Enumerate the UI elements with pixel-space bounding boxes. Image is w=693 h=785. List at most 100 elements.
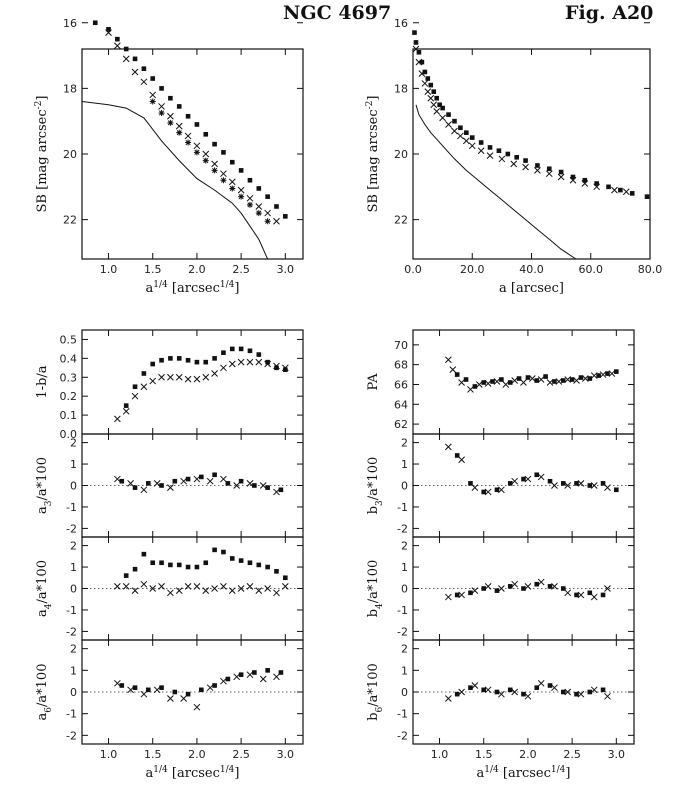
data-point-cross bbox=[484, 488, 492, 496]
data-point-cross bbox=[593, 183, 601, 191]
data-point-cross bbox=[599, 371, 607, 378]
x-tick-label: 20.0 bbox=[460, 263, 485, 276]
data-point-square bbox=[168, 562, 173, 568]
data-point-square bbox=[496, 148, 502, 154]
data-point-cross bbox=[131, 68, 139, 76]
data-point-cross bbox=[445, 356, 452, 364]
data-point-square bbox=[507, 481, 513, 486]
data-point-cross bbox=[524, 475, 532, 483]
data-point-square bbox=[468, 685, 473, 690]
data-point-cross bbox=[577, 480, 585, 487]
data-point-cross bbox=[427, 94, 435, 102]
y-tick-label: 16 bbox=[63, 17, 77, 30]
data-point-cross bbox=[140, 383, 148, 391]
data-point-cross bbox=[127, 480, 134, 487]
data-point-cross bbox=[564, 688, 572, 696]
data-point-square bbox=[212, 547, 217, 553]
data-point-square bbox=[578, 375, 584, 380]
y-tick-label: 70 bbox=[394, 339, 408, 352]
panel-frame bbox=[81, 48, 304, 260]
y-tick-label: 0 bbox=[70, 583, 77, 596]
data-point-square bbox=[468, 481, 473, 486]
y-axis-label: b6/a*100 bbox=[366, 663, 385, 721]
data-point-square bbox=[605, 371, 610, 376]
y-axis-label: a6/a*100 bbox=[35, 664, 54, 721]
data-point-square bbox=[521, 691, 526, 697]
data-point-cross bbox=[486, 152, 494, 159]
data-point-square bbox=[274, 365, 279, 371]
data-point-cross bbox=[237, 585, 245, 592]
data-point-cross bbox=[498, 155, 506, 163]
y-tick-label: 16 bbox=[394, 17, 408, 30]
data-point-cross bbox=[193, 583, 201, 590]
y-tick-label: -1 bbox=[397, 604, 408, 617]
y-tick-label: 18 bbox=[63, 82, 77, 95]
data-point-cross bbox=[153, 686, 161, 694]
data-point-square bbox=[560, 481, 566, 486]
data-point-asterisk bbox=[220, 177, 227, 184]
data-point-square bbox=[238, 346, 244, 352]
data-point-square bbox=[265, 359, 270, 365]
data-point-square bbox=[425, 76, 431, 81]
data-point-square bbox=[119, 478, 125, 484]
data-point-square bbox=[185, 691, 191, 697]
data-point-asterisk bbox=[158, 109, 165, 116]
x-tick-label: 2.0 bbox=[188, 263, 206, 276]
y-axis-label: a3/a*100 bbox=[35, 457, 54, 514]
x-axis-label: a [arcsec] bbox=[499, 281, 564, 296]
y-tick-label: 2 bbox=[401, 540, 408, 553]
y-tick-label: 20 bbox=[63, 148, 77, 161]
x-tick-label: 1.5 bbox=[144, 748, 162, 761]
y-tick-label: 2 bbox=[70, 540, 77, 553]
data-point-cross bbox=[511, 377, 519, 384]
x-tick-label: 0.0 bbox=[404, 263, 422, 276]
data-point-cross bbox=[264, 360, 271, 368]
x-tick-label: 2.5 bbox=[232, 748, 250, 761]
panel-b3: 2 1 0 -1 -2 b3/a*100 bbox=[366, 433, 635, 538]
data-point-cross bbox=[114, 42, 121, 50]
data-point-square bbox=[494, 689, 500, 695]
data-point-square bbox=[274, 569, 279, 574]
data-point-square bbox=[614, 369, 619, 374]
data-point-asterisk bbox=[185, 139, 192, 146]
x-tick-label: 80.0 bbox=[638, 263, 663, 276]
data-point-cross bbox=[131, 392, 139, 400]
y-tick-label: -1 bbox=[397, 708, 408, 721]
data-point-cross bbox=[105, 29, 112, 36]
x-tick-label: 60.0 bbox=[579, 263, 604, 276]
data-point-cross bbox=[158, 583, 165, 590]
data-point-cross bbox=[220, 583, 227, 590]
data-point-cross bbox=[415, 58, 423, 66]
data-point-cross bbox=[140, 486, 148, 494]
data-point-cross bbox=[193, 475, 201, 483]
panel-a3: 2 1 0 -1 -2 a3/a*100 bbox=[35, 433, 304, 538]
y-axis-label: 1-b/a bbox=[35, 365, 50, 398]
data-point-square bbox=[534, 685, 540, 690]
data-point-cross bbox=[193, 703, 201, 711]
data-point-square bbox=[132, 685, 138, 690]
data-point-square bbox=[278, 487, 284, 493]
data-point-square bbox=[472, 384, 478, 389]
data-point-cross bbox=[498, 690, 505, 698]
data-point-square bbox=[505, 151, 511, 157]
data-point-square bbox=[431, 89, 437, 94]
data-point-cross bbox=[259, 675, 267, 683]
data-point-square bbox=[159, 483, 164, 488]
data-point-square bbox=[283, 214, 288, 219]
data-point-cross bbox=[255, 587, 263, 594]
data-point-square bbox=[185, 357, 191, 363]
x-tick-label: 3.0 bbox=[608, 748, 626, 761]
data-point-cross bbox=[611, 186, 618, 194]
data-point-cross bbox=[449, 366, 457, 373]
panel-a4: 2 1 0 -1 -2 a4/a*100 bbox=[35, 536, 304, 641]
data-point-square bbox=[454, 592, 460, 598]
data-point-square bbox=[446, 112, 451, 117]
data-point-cross bbox=[458, 379, 465, 386]
y-tick-label: 1 bbox=[401, 664, 408, 677]
data-point-cross bbox=[467, 386, 474, 393]
data-point-square bbox=[176, 104, 182, 109]
data-point-square bbox=[238, 168, 244, 173]
data-point-cross bbox=[445, 121, 452, 128]
data-point-cross bbox=[439, 114, 446, 122]
data-point-cross bbox=[114, 415, 121, 423]
